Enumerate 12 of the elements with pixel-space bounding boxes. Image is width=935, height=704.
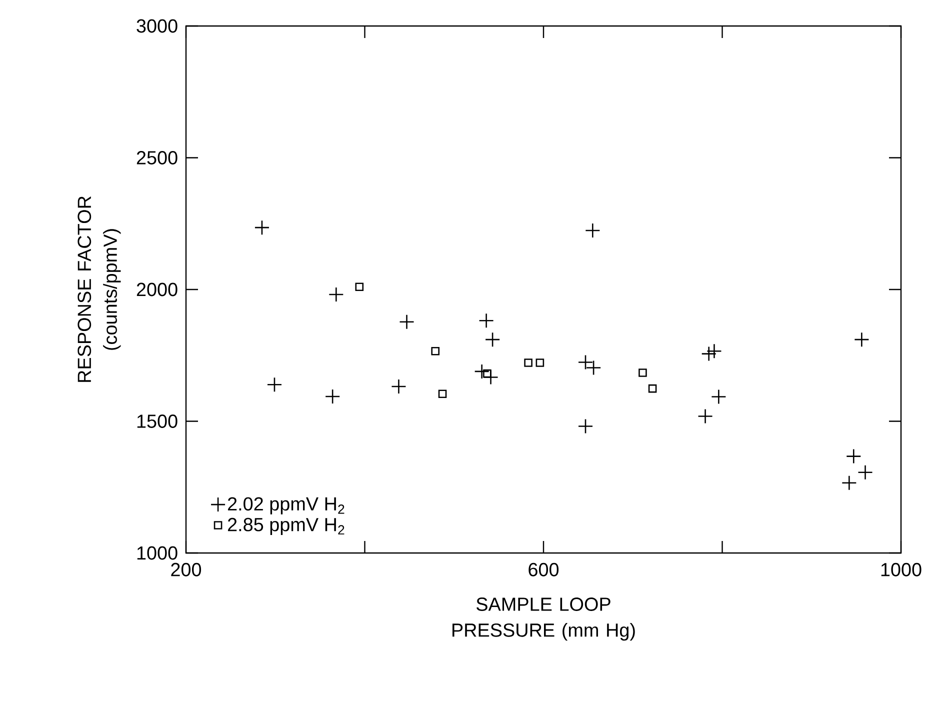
x-tick-label: 600 <box>528 562 559 576</box>
legend-label: 2.02 ppmV H$_{2}$ <box>228 497 344 514</box>
y-tick-label: 1000 <box>137 546 178 560</box>
y-axis-title: RESPONSE FACTOR (counts/ppmV) <box>78 196 121 382</box>
y-tick-label: 2500 <box>136 151 178 164</box>
x-tick-label: 1000 <box>881 562 922 576</box>
y-tick-label: 1500 <box>137 414 178 428</box>
x-axis-title: SAMPLE LOOP PRESSURE (mm Hg) <box>452 598 635 641</box>
legend-label: 2.85 ppmV H$_{2}$ <box>228 518 344 536</box>
y-tick-label: 3000 <box>136 19 178 33</box>
y-tick-label: 2000 <box>136 282 178 296</box>
x-tick-label: 200 <box>171 562 202 576</box>
